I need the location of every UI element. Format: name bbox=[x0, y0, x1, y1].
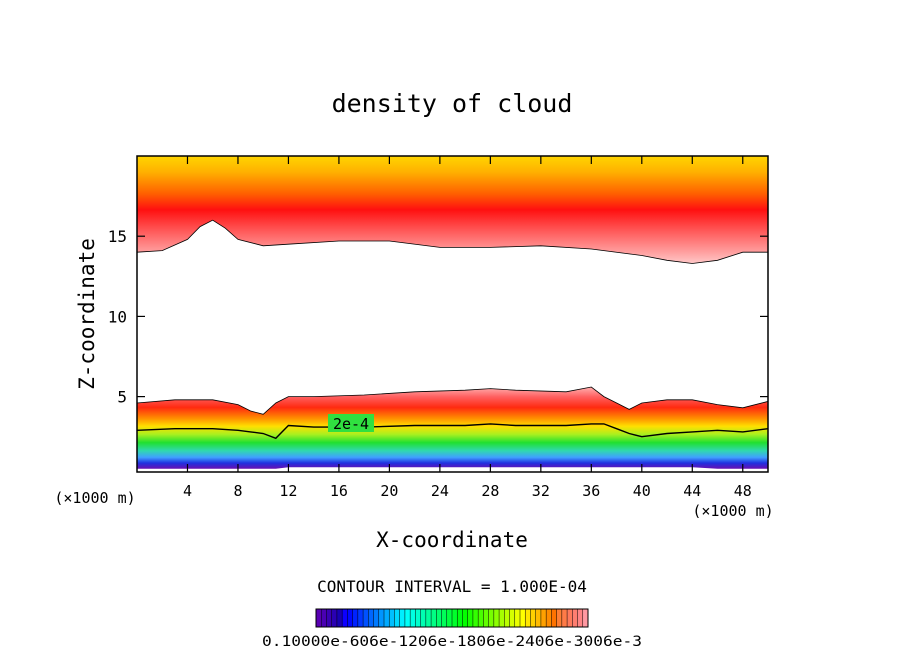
x-tick-label: 20 bbox=[380, 482, 398, 500]
x-tick-label: 40 bbox=[633, 482, 651, 500]
x-tick-label: 28 bbox=[481, 482, 499, 500]
colorbar-bin bbox=[551, 609, 557, 627]
colorbar-bin bbox=[357, 609, 364, 627]
colorbar-bin bbox=[373, 609, 380, 627]
x-tick-label: 12 bbox=[279, 482, 297, 500]
colorbar-bin bbox=[530, 609, 536, 627]
colorbar-bin bbox=[436, 609, 442, 627]
colorbar-bin bbox=[378, 609, 385, 627]
colorbar-bin bbox=[415, 609, 421, 627]
x-unit-label-right: (×1000 m) bbox=[692, 502, 773, 520]
contour-label: 2e-4 bbox=[333, 415, 369, 433]
colorbar-bin bbox=[488, 609, 495, 627]
colorbar-bin bbox=[431, 609, 437, 627]
colorbar-bin bbox=[420, 609, 427, 627]
upper-cloud-base-contour bbox=[137, 219, 768, 264]
colorbar-bin bbox=[342, 609, 348, 627]
x-tick-label: 24 bbox=[431, 482, 449, 500]
x-axis-label: X-coordinate bbox=[376, 528, 528, 552]
x-tick-label: 36 bbox=[582, 482, 600, 500]
colorbar-bin bbox=[577, 609, 584, 627]
colorbar-bin bbox=[462, 609, 468, 627]
y-tick-label: 5 bbox=[117, 388, 127, 407]
x-unit-label: (×1000 m) bbox=[54, 489, 135, 507]
colorbar-frame bbox=[315, 608, 589, 628]
colorbar-bin bbox=[452, 609, 458, 627]
y-axis-ticks: 5 10 15 bbox=[108, 227, 768, 407]
colorbar-labels: 0.10000e-606e-1206e-1806e-2406e-3006e-3 bbox=[262, 634, 642, 650]
lower-cloud-top-contour bbox=[137, 386, 768, 415]
colorbar-bin bbox=[582, 609, 589, 627]
colorbar-bin bbox=[493, 609, 500, 627]
colorbar-bin bbox=[363, 609, 369, 627]
colorbar-bin bbox=[483, 609, 489, 627]
colorbar-bin bbox=[525, 609, 531, 627]
y-tick-label: 10 bbox=[108, 307, 127, 326]
upper-cloud-fill bbox=[137, 156, 768, 264]
colorbar-bin bbox=[540, 609, 547, 627]
plot-frame bbox=[136, 155, 769, 473]
contour-label-background bbox=[328, 414, 374, 432]
lower-cloud-fill bbox=[137, 387, 768, 469]
x-tick-label: 48 bbox=[734, 482, 752, 500]
contour-interval-text: CONTOUR INTERVAL = 1.000E-04 bbox=[317, 577, 587, 596]
colorbar-bin bbox=[504, 609, 510, 627]
chart-title: density of cloud bbox=[332, 89, 573, 118]
y-tick-label: 15 bbox=[108, 227, 127, 246]
x-tick-label: 16 bbox=[330, 482, 348, 500]
contour-line-2e-4 bbox=[137, 423, 768, 440]
colorbar bbox=[315, 609, 589, 627]
colorbar-bin bbox=[368, 609, 374, 627]
colorbar-bin bbox=[321, 609, 327, 627]
colorbar-bin bbox=[425, 609, 432, 627]
colorbar-bin bbox=[316, 609, 322, 627]
colorbar-bin bbox=[472, 609, 479, 627]
colorbar-bin bbox=[389, 609, 395, 627]
colorbar-bin bbox=[352, 609, 359, 627]
colorbar-bin bbox=[514, 609, 521, 627]
colorbar-bin bbox=[404, 609, 411, 627]
colorbar-bin bbox=[499, 609, 505, 627]
colorbar-bin bbox=[347, 609, 353, 627]
colorbar-bin bbox=[326, 609, 332, 627]
x-tick-label: 8 bbox=[233, 482, 242, 500]
colorbar-bin bbox=[520, 609, 526, 627]
colorbar-bin bbox=[399, 609, 406, 627]
colorbar-bin bbox=[467, 609, 474, 627]
colorbar-bin bbox=[457, 609, 463, 627]
y-axis-label: Z-coordinate bbox=[75, 238, 99, 390]
colorbar-bin bbox=[410, 609, 416, 627]
colorbar-bin bbox=[394, 609, 400, 627]
colorbar-bin bbox=[478, 609, 484, 627]
colorbar-bin bbox=[336, 609, 343, 627]
x-tick-label: 32 bbox=[532, 482, 550, 500]
colorbar-bin bbox=[331, 609, 338, 627]
colorbar-bin bbox=[441, 609, 448, 627]
x-axis-ticks: 4 8 12 16 20 24 28 32 36 40 44 48 bbox=[183, 156, 752, 500]
colorbar-bin bbox=[567, 609, 573, 627]
colorbar-bin bbox=[556, 609, 563, 627]
x-tick-label: 44 bbox=[683, 482, 701, 500]
colorbar-bin bbox=[572, 609, 578, 627]
colorbar-bin bbox=[446, 609, 453, 627]
colorbar-bin bbox=[535, 609, 542, 627]
x-tick-label: 4 bbox=[183, 482, 192, 500]
colorbar-bin bbox=[561, 609, 568, 627]
colorbar-bin bbox=[509, 609, 516, 627]
colorbar-bin bbox=[384, 609, 390, 627]
colorbar-bin bbox=[546, 609, 552, 627]
